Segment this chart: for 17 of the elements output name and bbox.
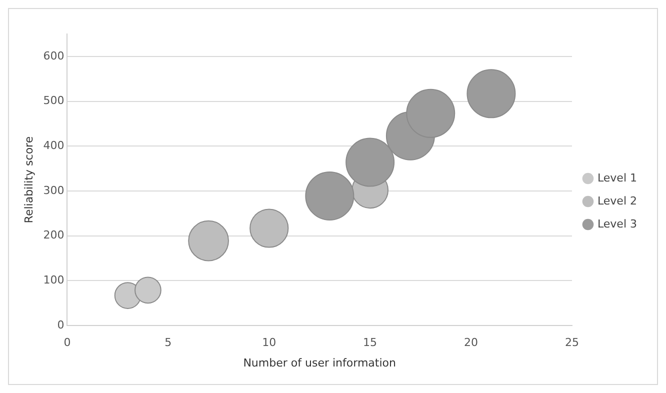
y-tick-label: 300 <box>43 184 64 197</box>
x-tick-label: 15 <box>363 336 378 350</box>
legend-label: Level 3 <box>597 217 637 230</box>
y-tick-label: 600 <box>43 49 64 62</box>
y-tick-label: 400 <box>43 139 64 152</box>
y-tick-label: 0 <box>57 318 64 332</box>
y-tick-label: 500 <box>43 94 64 108</box>
legend-label: Level 2 <box>597 194 637 208</box>
x-tick-label: 20 <box>464 336 478 350</box>
x-tick-label: 5 <box>164 336 172 350</box>
x-tick-label: 25 <box>564 336 579 350</box>
y-tick-label: 200 <box>43 228 64 242</box>
x-tick-label: 10 <box>262 336 276 350</box>
legend-label: Level 1 <box>597 171 637 184</box>
y-tick-label: 100 <box>43 274 64 287</box>
x-axis-title: Number of user information <box>243 356 396 370</box>
y-axis-title: Reliability score <box>22 136 36 224</box>
